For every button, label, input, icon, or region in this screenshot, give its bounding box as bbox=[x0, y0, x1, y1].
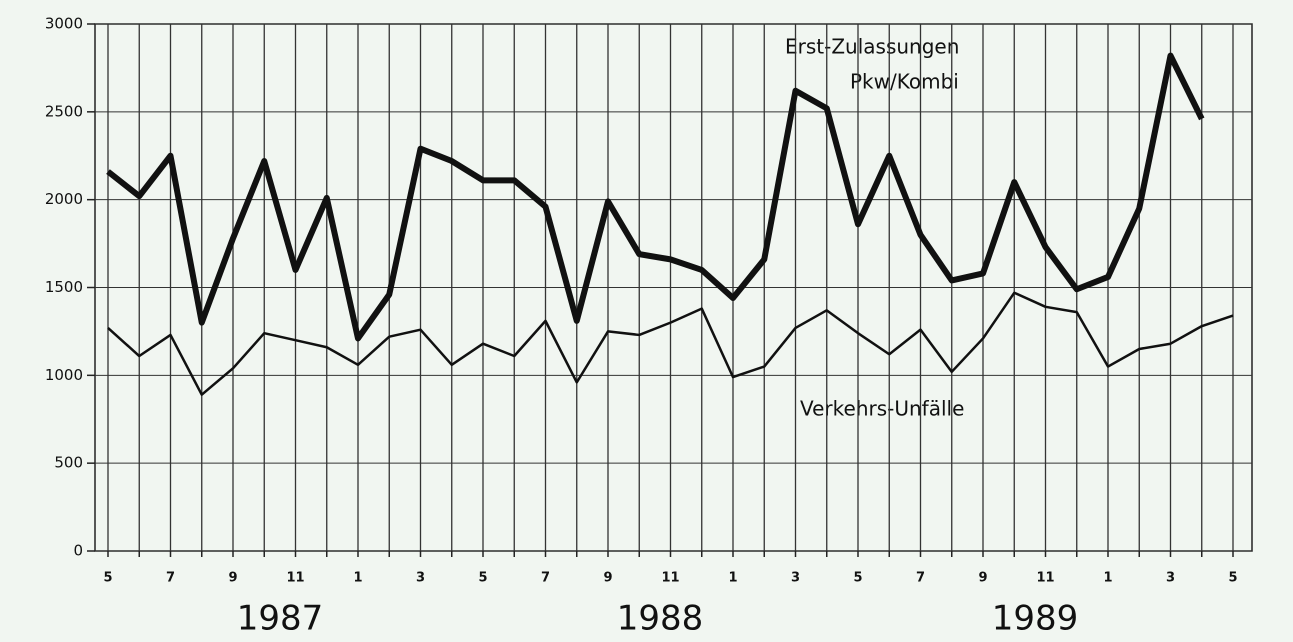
year-label: 1987 bbox=[237, 599, 324, 639]
y-tick-label: 2000 bbox=[45, 190, 83, 208]
x-tick-label: 7 bbox=[541, 571, 550, 586]
x-tick-label: 5 bbox=[478, 571, 487, 586]
y-tick-label: 2500 bbox=[45, 102, 83, 120]
year-label: 1989 bbox=[992, 599, 1079, 639]
x-tick-label: 7 bbox=[166, 571, 175, 586]
series-line bbox=[107, 291, 1234, 396]
series-line bbox=[106, 52, 1205, 342]
x-tick-label: 7 bbox=[916, 571, 925, 586]
annotation: Pkw/Kombi bbox=[850, 70, 959, 94]
x-tick-label: 9 bbox=[228, 571, 237, 586]
y-tick-label: 1500 bbox=[45, 278, 83, 296]
x-tick-label: 11 bbox=[661, 571, 679, 586]
x-tick-label: 3 bbox=[1166, 571, 1175, 586]
x-tick-label: 11 bbox=[1036, 571, 1054, 586]
annotation: Verkehrs-Unfälle bbox=[800, 397, 964, 421]
y-tick-label: 500 bbox=[54, 454, 83, 472]
x-tick-label: 5 bbox=[853, 571, 862, 586]
x-tick-label: 9 bbox=[978, 571, 987, 586]
x-tick-label: 5 bbox=[1228, 571, 1237, 586]
x-tick-label: 11 bbox=[286, 571, 304, 586]
x-tick-label: 3 bbox=[791, 571, 800, 586]
x-tick-label: 1 bbox=[728, 571, 737, 586]
x-tick-label: 1 bbox=[1103, 571, 1112, 586]
x-tick-label: 1 bbox=[353, 571, 362, 586]
y-tick-label: 0 bbox=[73, 542, 83, 560]
annotation: Erst-Zulassungen bbox=[785, 35, 959, 59]
x-tick-label: 5 bbox=[103, 571, 112, 586]
y-tick-label: 1000 bbox=[45, 366, 83, 384]
y-tick-label: 3000 bbox=[45, 15, 83, 33]
year-label: 1988 bbox=[617, 599, 704, 639]
x-tick-label: 9 bbox=[603, 571, 612, 586]
x-tick-label: 3 bbox=[416, 571, 425, 586]
